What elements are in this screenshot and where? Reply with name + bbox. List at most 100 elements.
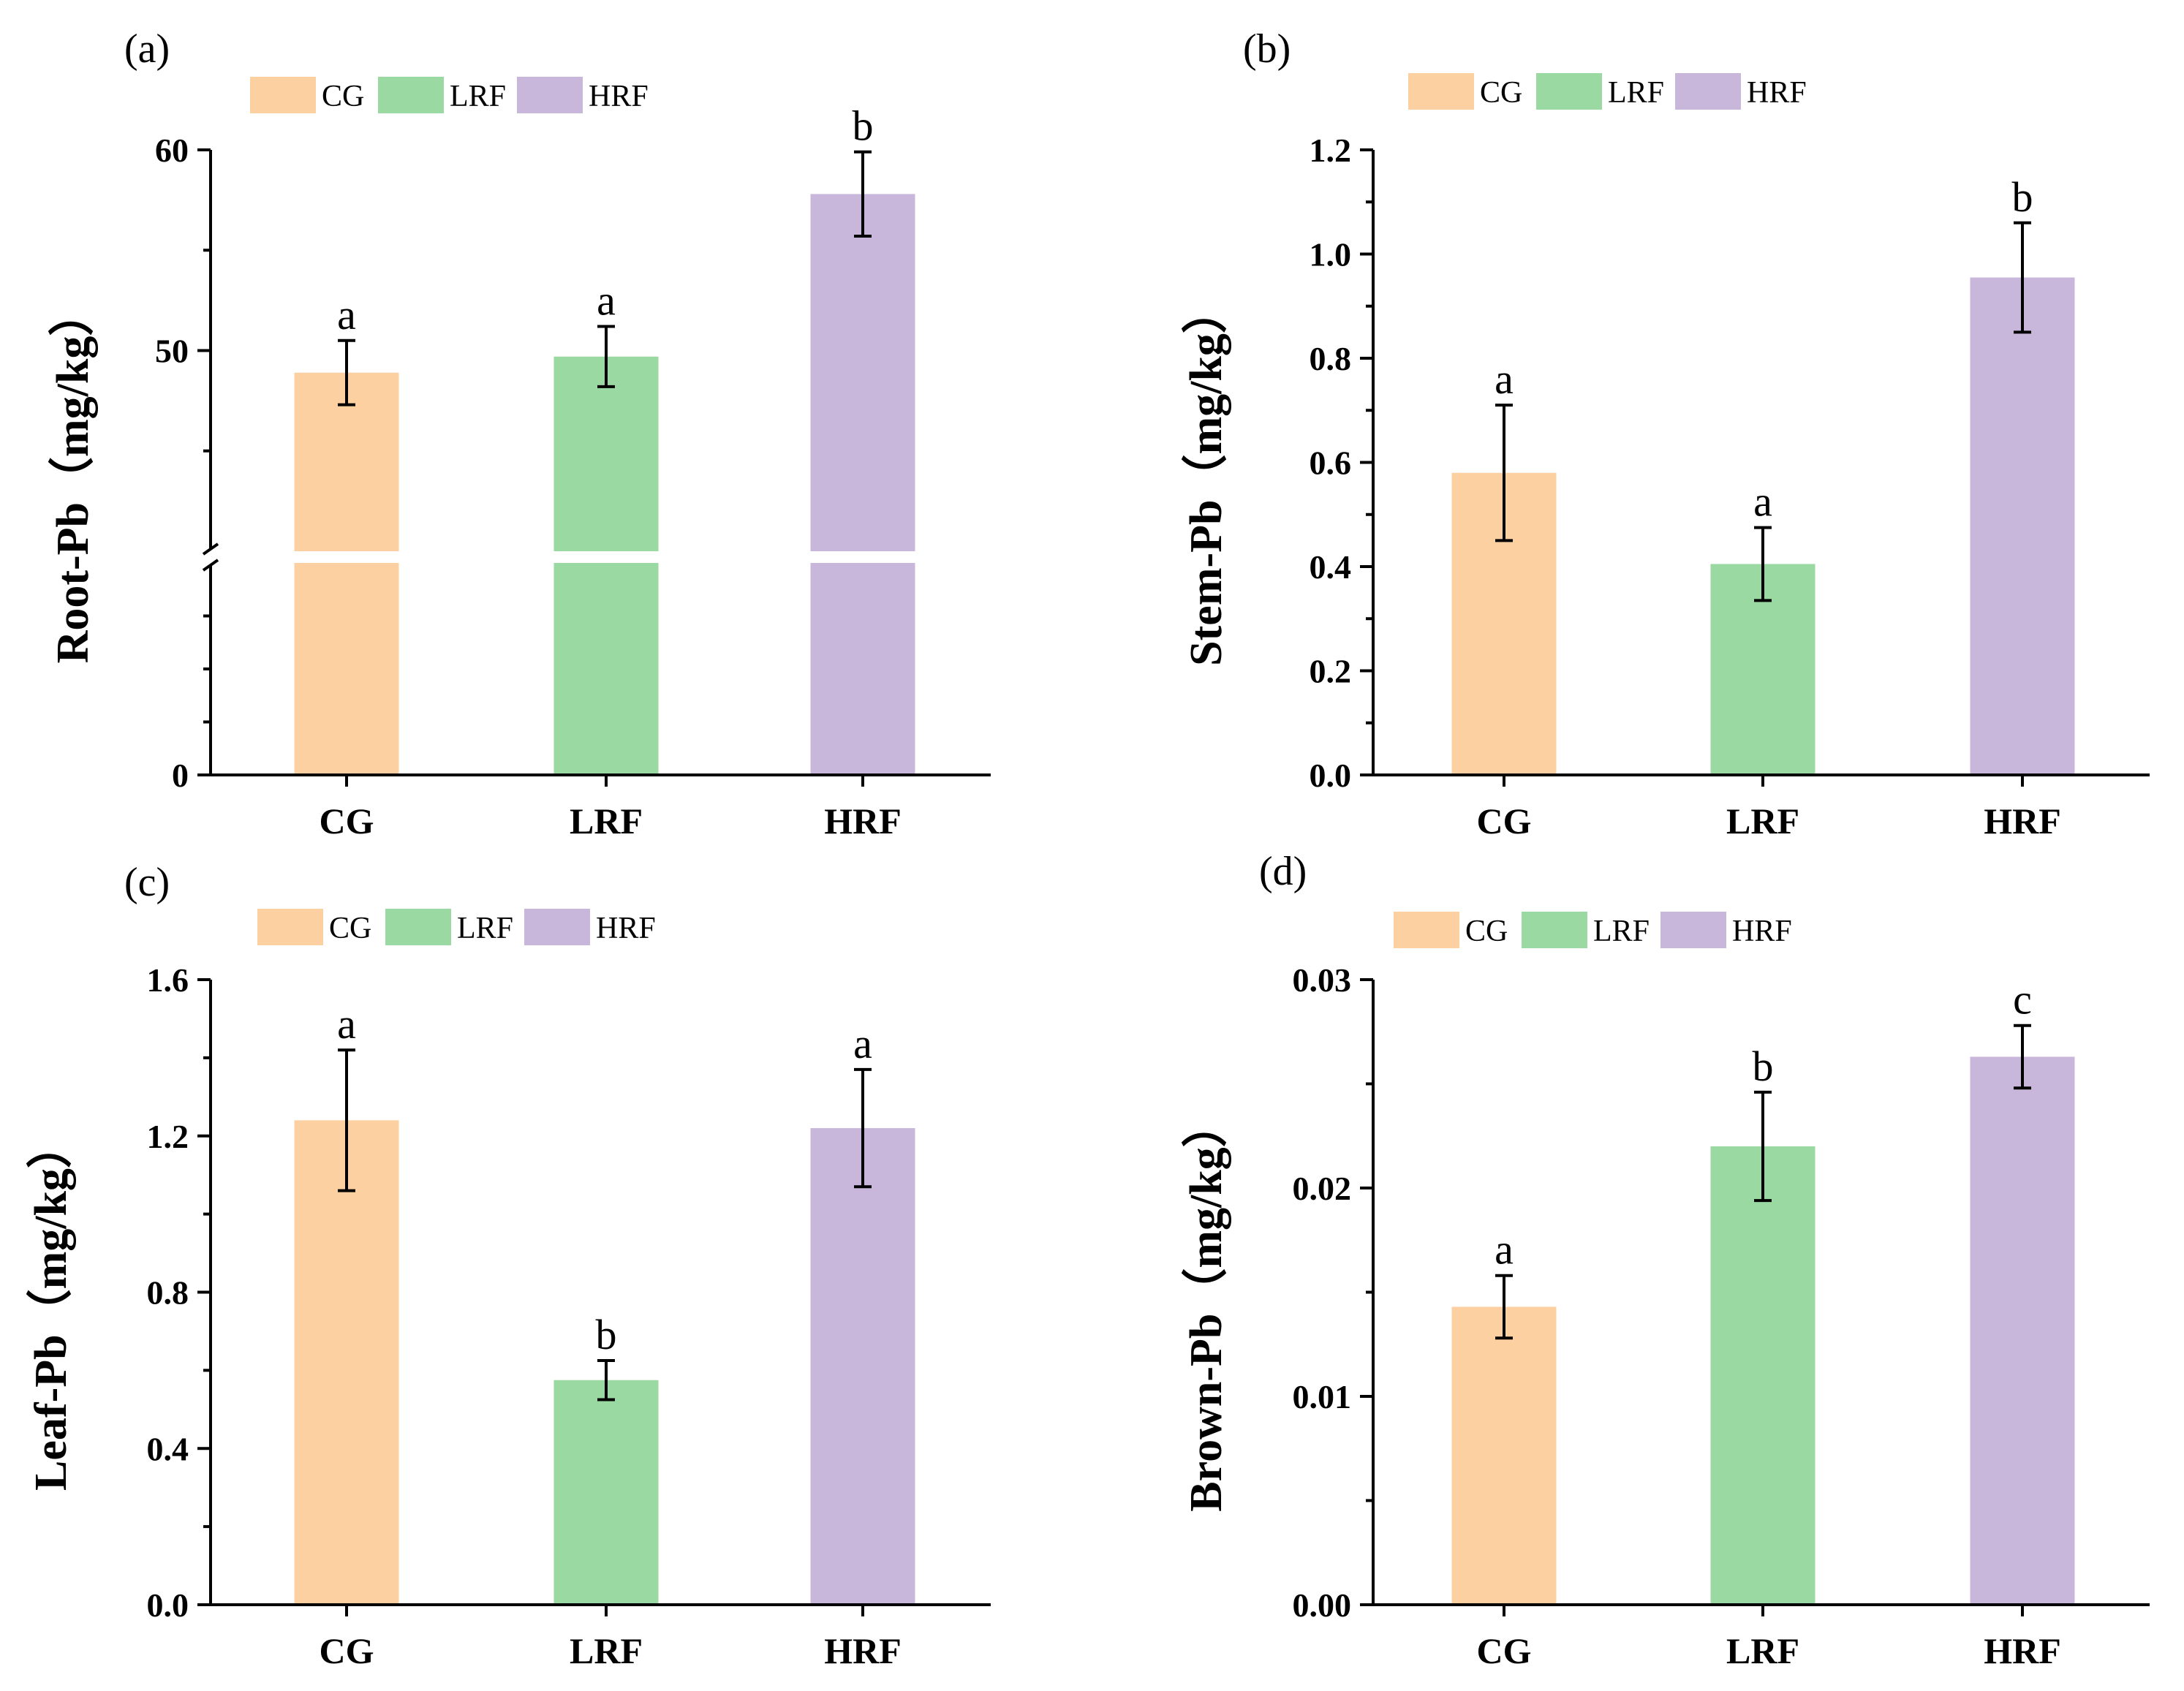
- significance-label: b: [853, 102, 874, 150]
- error-bar-hrf: [854, 1067, 872, 1189]
- legend-label-lrf: LRF: [1593, 915, 1650, 948]
- axis-break-mark: [202, 542, 219, 556]
- bar-cg-lower: [294, 563, 399, 775]
- x-tick-label: CG: [320, 1630, 374, 1671]
- legend-label-hrf: HRF: [1732, 915, 1792, 948]
- significance-label: a: [1495, 355, 1514, 403]
- legend-swatch-hrf: [524, 909, 590, 945]
- y-axis-title: Leaf-Pb（mg/kg）: [25, 1123, 76, 1491]
- panel-label: (d): [1259, 849, 1307, 894]
- legend-swatch-cg: [257, 909, 323, 945]
- y-tick-label: 0.8: [147, 1274, 189, 1312]
- significance-label: a: [853, 1020, 872, 1067]
- y-tick-label: 0.4: [147, 1430, 189, 1467]
- y-axis-title: Brown-Pb（mg/kg）: [1180, 1102, 1231, 1511]
- legend-swatch-hrf: [517, 77, 583, 113]
- bar-hrf-lower: [810, 563, 915, 775]
- panel-label: (c): [124, 860, 170, 905]
- x-tick-label: HRF: [1984, 1630, 2061, 1671]
- legend-label-lrf: LRF: [1608, 76, 1664, 110]
- legend-swatch-cg: [1394, 912, 1459, 948]
- error-bar-lrf: [1754, 1090, 1772, 1203]
- legend-swatch-lrf: [1522, 912, 1587, 948]
- significance-label: b: [2012, 173, 2033, 221]
- legend: CG LRF HRF: [1408, 73, 1807, 110]
- error-bar-cg: [1495, 404, 1513, 542]
- legend: CG LRF HRF: [257, 909, 656, 945]
- legend-swatch-hrf: [1675, 73, 1741, 110]
- axes: [1360, 148, 2150, 787]
- y-tick-label: 0.6: [1310, 444, 1352, 482]
- panel-d: a b c CG LRF HRF 0.00 0.01 0.02 0.03 Brown-Pb（mg/k…: [1180, 849, 2150, 1671]
- panel-a: a a b CG LRF HRF 0 50 60 Root-Pb（mg/kg） (a) CG LRF HR…: [47, 26, 991, 841]
- error-bar-cg: [1495, 1274, 1513, 1340]
- panel-label: (b): [1243, 26, 1291, 72]
- significance-label: a: [1753, 478, 1772, 526]
- y-tick-label: 0: [172, 757, 189, 794]
- y-tick-label: 1.6: [147, 961, 189, 999]
- legend: CG LRF HRF: [250, 77, 649, 113]
- x-tick-label: LRF: [1726, 801, 1799, 841]
- bar-hrf-upper: [810, 194, 915, 551]
- error-bar-cg: [338, 1048, 355, 1192]
- panel-c: a b a CG LRF HRF 0.0 0.4 0.8 1.2 1.6 Leaf-Pb（mg/kg）…: [25, 860, 991, 1671]
- y-tick-label: 1.2: [1310, 132, 1352, 169]
- legend-label-cg: CG: [1465, 915, 1508, 948]
- bar-lrf: [553, 1380, 659, 1605]
- legend: CG LRF HRF: [1394, 912, 1792, 948]
- y-tick-label: 0.00: [1293, 1586, 1352, 1624]
- x-tick-label: CG: [320, 801, 374, 841]
- x-tick-label: HRF: [824, 1630, 902, 1671]
- error-bar-hrf: [2014, 221, 2031, 334]
- y-tick-label: 50: [155, 333, 189, 370]
- y-tick-label: 1.0: [1310, 236, 1352, 273]
- y-tick-label: 0.02: [1293, 1170, 1352, 1207]
- error-bar-lrf: [1754, 526, 1772, 602]
- axes: [197, 978, 991, 1616]
- y-tick-label: 0.8: [1310, 340, 1352, 377]
- y-tick-label: 0.4: [1310, 548, 1352, 586]
- panel-label: (a): [124, 26, 170, 72]
- error-bar-lrf: [597, 1359, 615, 1401]
- legend-label-cg: CG: [1480, 76, 1522, 110]
- significance-label: a: [337, 291, 356, 338]
- significance-label: b: [1753, 1043, 1774, 1090]
- bar-cg: [1451, 1306, 1557, 1605]
- y-tick-label: 0.01: [1293, 1378, 1352, 1415]
- axes: [1360, 978, 2150, 1616]
- bar-hrf: [810, 1128, 915, 1605]
- legend-label-lrf: LRF: [457, 912, 513, 945]
- x-tick-label: CG: [1477, 801, 1532, 841]
- x-tick-label: HRF: [824, 801, 902, 841]
- error-bar-lrf: [597, 325, 615, 388]
- y-tick-label: 0.2: [1310, 653, 1352, 690]
- y-axis-title: Stem-Pb（mg/kg）: [1180, 288, 1231, 666]
- legend-swatch-lrf: [378, 77, 444, 113]
- legend-label-lrf: LRF: [450, 80, 506, 113]
- y-tick-label: 1.2: [147, 1118, 189, 1155]
- legend-label-hrf: HRF: [596, 912, 656, 945]
- axes: [197, 148, 991, 787]
- x-tick-label: HRF: [1984, 801, 2061, 841]
- bar-cg: [294, 1120, 399, 1605]
- y-tick-label: 0.0: [147, 1586, 189, 1624]
- significance-label: b: [596, 1311, 617, 1358]
- significance-label: c: [2013, 976, 2032, 1024]
- x-tick-label: LRF: [570, 801, 643, 841]
- legend-label-hrf: HRF: [1747, 76, 1807, 110]
- x-tick-label: LRF: [570, 1630, 643, 1671]
- panel-b: a a b CG LRF HRF 0.0 0.2 0.4 0.6 0.8 1.0 1.2 Stem-Pb（…: [1180, 26, 2150, 841]
- significance-label: a: [597, 277, 616, 325]
- legend-swatch-hrf: [1660, 912, 1726, 948]
- legend-label-cg: CG: [322, 80, 364, 113]
- legend-label-cg: CG: [329, 912, 371, 945]
- legend-swatch-cg: [250, 77, 316, 113]
- y-tick-label: 0.0: [1310, 757, 1352, 794]
- bar-lrf: [1710, 1146, 1815, 1605]
- legend-swatch-lrf: [1536, 73, 1602, 110]
- error-bar-hrf: [854, 150, 872, 238]
- x-tick-label: LRF: [1726, 1630, 1799, 1671]
- legend-swatch-cg: [1408, 73, 1474, 110]
- error-bar-cg: [338, 338, 355, 406]
